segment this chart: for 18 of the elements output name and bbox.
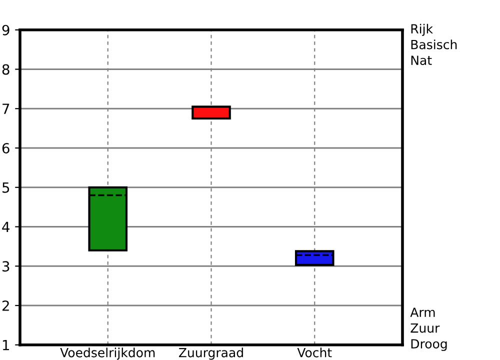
x-tick-label: Voedselrijkdom <box>60 348 155 360</box>
y-tick-label: 9 <box>2 24 10 36</box>
x-tick-label: Vocht <box>297 348 332 358</box>
y-tick-label: 4 <box>2 222 10 232</box>
y-tick-label: 3 <box>2 261 10 272</box>
y-tick-label: 7 <box>2 104 10 114</box>
text: Basisch <box>411 40 457 50</box>
text: Zuur <box>410 323 440 333</box>
text: Arm <box>410 308 435 317</box>
x-tick-label: Zuurgraad <box>178 348 243 360</box>
y-tick-label: 1 <box>2 340 9 350</box>
y-tick-label: 5 <box>2 182 10 193</box>
text: Droog <box>411 339 447 351</box>
text: Nat <box>411 56 432 66</box>
y-tick-label: 6 <box>2 142 10 154</box>
y-tick-label: 8 <box>2 64 10 75</box>
text: Rijk <box>411 24 433 36</box>
y-tick-label: 2 <box>2 300 9 311</box>
